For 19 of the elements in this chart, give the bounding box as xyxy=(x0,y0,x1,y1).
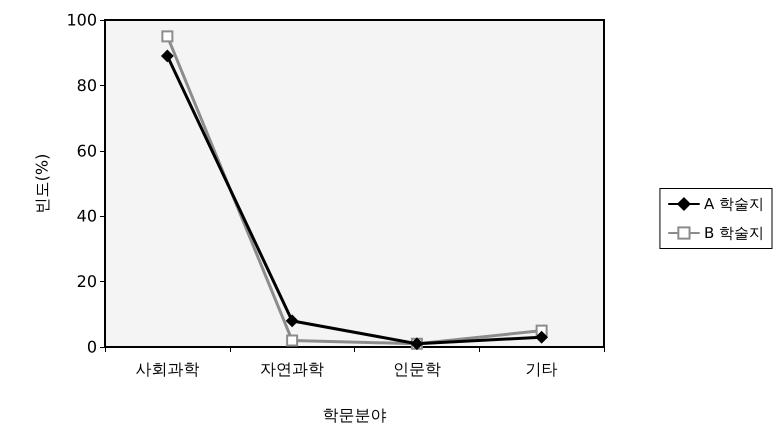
x-tick-label: 자연과학 xyxy=(260,360,324,378)
x-tick-label: 인문학 xyxy=(392,360,441,378)
x-tick-label: 기타 xyxy=(526,360,558,378)
y-tick-label: 0 xyxy=(86,338,97,356)
x-tick-label: 사회과학 xyxy=(135,360,200,378)
legend-label: B 학술지 xyxy=(704,224,764,242)
point xyxy=(161,50,174,62)
y-tick-label: 100 xyxy=(66,10,97,30)
point xyxy=(286,334,298,346)
x-axis-title: 학문분야 xyxy=(322,406,386,424)
y-tick-label: 60 xyxy=(76,141,97,160)
point xyxy=(286,314,298,327)
y-tick-label: 40 xyxy=(76,206,97,226)
legend-label: A 학술지 xyxy=(704,195,764,213)
y-tick-label: 20 xyxy=(76,272,97,292)
y-axis-title: 빈도(%) xyxy=(32,154,52,214)
y-tick-label: 80 xyxy=(76,76,97,95)
point xyxy=(161,30,174,42)
point xyxy=(536,331,548,344)
